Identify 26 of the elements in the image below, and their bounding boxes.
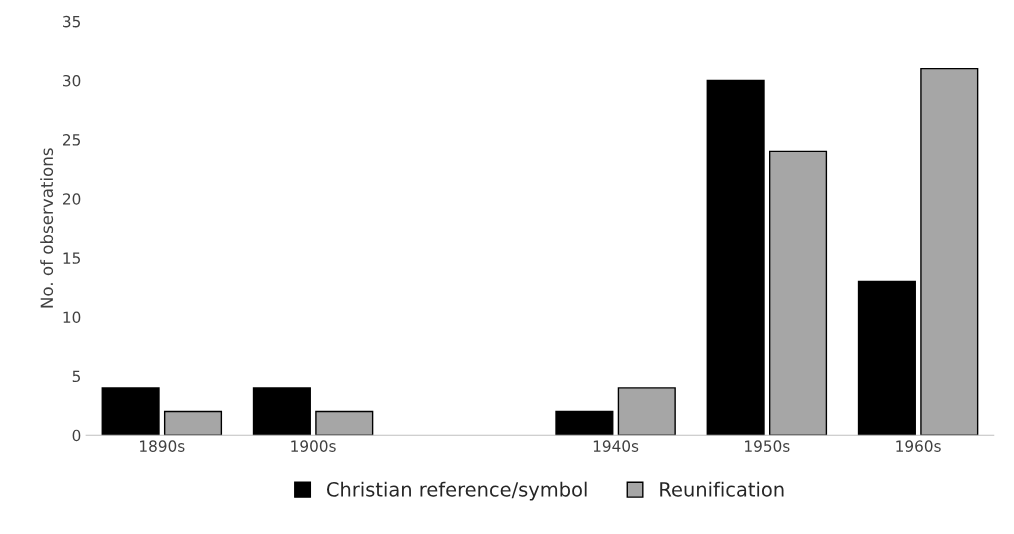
bar <box>555 410 614 436</box>
y-tick-label: 30 <box>63 74 81 87</box>
bar <box>315 410 374 436</box>
legend-label: Reunification <box>660 481 784 497</box>
x-tick-label: 1950s <box>745 440 790 452</box>
y-tick-label: 10 <box>63 311 81 323</box>
bar <box>857 280 916 436</box>
bar <box>768 150 828 436</box>
y-tick-label: 15 <box>63 252 80 264</box>
bar <box>252 387 311 436</box>
x-tick-label: 1960s <box>896 440 941 452</box>
y-tick-label: 0 <box>72 429 81 442</box>
bar <box>101 387 160 436</box>
y-tick-label: 5 <box>72 370 80 383</box>
y-tick-label: 25 <box>63 134 80 146</box>
x-tick-label: 1940s <box>593 440 639 452</box>
y-axis-title: No. of observations <box>40 148 54 308</box>
x-tick-label: 1900s <box>291 440 336 452</box>
bar <box>920 67 979 436</box>
bar <box>163 410 223 436</box>
bar <box>706 79 765 436</box>
y-tick-label: 20 <box>63 193 81 205</box>
x-tick-label: 1890s <box>140 440 185 452</box>
legend-label: Christian reference/symbol <box>326 481 587 501</box>
bar <box>617 387 676 436</box>
y-tick-label: 35 <box>63 15 80 28</box>
